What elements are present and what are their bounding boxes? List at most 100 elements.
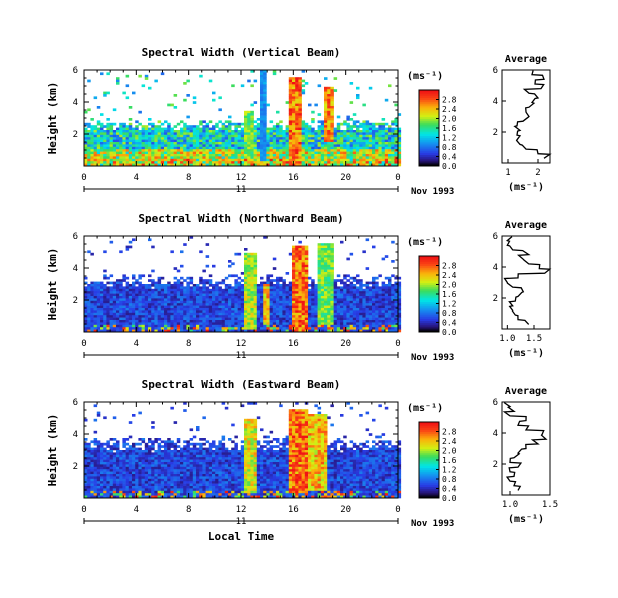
heatmap-cell (349, 286, 354, 290)
heatmap-cell (87, 158, 91, 162)
heatmap-cell (84, 139, 88, 143)
heatmap-cell (116, 151, 120, 155)
heatmap-cell (314, 418, 318, 422)
heatmap-cell (324, 250, 328, 254)
heatmap-cell (349, 293, 354, 297)
heatmap-cell (388, 296, 392, 299)
heatmap-cell (112, 291, 117, 294)
heatmap-cell (202, 161, 206, 164)
heatmap-cell (128, 308, 133, 311)
heatmap-cell (176, 315, 181, 318)
heatmap-cell (285, 291, 290, 294)
heatmap-cell (141, 154, 146, 157)
heatmap-cell (237, 122, 242, 126)
heatmap-cell (250, 329, 254, 333)
heatmap-cell (288, 303, 293, 306)
heatmap-cell (192, 303, 197, 306)
heatmap-cell (176, 303, 181, 306)
heatmap-cell (100, 317, 104, 321)
heatmap-cell (132, 238, 136, 242)
average-profile-line (503, 236, 552, 325)
heatmap-cell (234, 274, 238, 278)
heatmap-cell (295, 274, 299, 278)
heatmap-cell (381, 298, 386, 302)
heatmap-cell (250, 281, 254, 285)
heatmap-cell (292, 411, 296, 415)
heatmap-cell (372, 156, 376, 160)
heatmap-cell (308, 310, 312, 314)
heatmap-cell (224, 149, 229, 152)
heatmap-cell (381, 284, 386, 287)
heatmap-cell (151, 322, 155, 326)
heatmap-cell (84, 291, 88, 294)
heatmap-cell (343, 132, 347, 136)
heatmap-cell (368, 291, 373, 294)
heatmap-cell (186, 79, 190, 83)
heatmap-cell (298, 305, 302, 309)
heatmap-cell (151, 142, 155, 145)
heatmap-cell (378, 404, 382, 408)
heatmap-cell (106, 127, 110, 131)
heatmap-cell (333, 317, 338, 321)
heatmap-cell (394, 127, 398, 131)
heatmap-cell (164, 132, 168, 136)
heatmap-cell (279, 151, 283, 155)
heatmap-cell (247, 139, 251, 143)
colorbar-segment (419, 275, 439, 278)
heatmap-cell (260, 86, 264, 90)
heatmap-cell (122, 296, 126, 299)
heatmap-cell (106, 142, 110, 145)
heatmap-cell (311, 324, 315, 328)
heatmap-cell (237, 146, 242, 150)
heatmap-cell (314, 146, 318, 150)
heatmap-cell (292, 125, 296, 128)
heatmap-cell (224, 146, 229, 150)
heatmap-cell (324, 317, 328, 321)
heatmap-cell (103, 125, 107, 128)
heatmap-cell (266, 156, 270, 160)
heatmap-cell (106, 315, 110, 318)
colorbar-segment (419, 263, 439, 266)
heatmap-cell (244, 293, 248, 297)
heatmap-cell (160, 327, 165, 330)
heatmap-cell (311, 142, 315, 145)
heatmap-cell (346, 298, 350, 302)
heatmap-cell (314, 320, 318, 323)
heatmap-cell (378, 130, 382, 133)
heatmap-cell (106, 303, 110, 306)
heatmap-cell (346, 296, 350, 299)
heatmap-cell (327, 269, 331, 273)
heatmap-cell (87, 130, 91, 133)
heatmap-cell (352, 134, 357, 138)
heatmap-cell (250, 327, 254, 330)
heatmap-cell (106, 329, 110, 333)
heatmap-cell (218, 142, 222, 145)
heatmap-cell (292, 293, 296, 297)
heatmap-cell (218, 130, 222, 133)
heatmap-cell (378, 293, 382, 297)
heatmap-cell (218, 149, 222, 152)
heatmap-cell (301, 416, 306, 420)
heatmap-cell (343, 156, 347, 160)
heatmap-cell (234, 329, 238, 333)
heatmap-cell (301, 144, 306, 148)
heatmap-cell (288, 118, 293, 121)
heatmap-cell (381, 163, 386, 167)
heatmap-cell (122, 154, 126, 157)
heatmap-cell (333, 127, 338, 131)
heatmap-cell (183, 98, 187, 102)
heatmap-cell (116, 303, 120, 306)
heatmap-cell (317, 310, 322, 314)
heatmap-cell (167, 151, 171, 155)
heatmap-cell (138, 303, 142, 306)
heatmap-cell (228, 144, 232, 148)
heatmap-cell (215, 122, 219, 126)
heatmap-cell (157, 327, 162, 330)
heatmap-cell (269, 156, 274, 160)
heatmap-cell (240, 329, 245, 333)
heatmap-cell (346, 134, 350, 138)
heatmap-cell (170, 303, 174, 306)
heatmap-cell (324, 296, 328, 299)
heatmap-cell (372, 308, 376, 311)
heatmap-cell (128, 322, 133, 326)
